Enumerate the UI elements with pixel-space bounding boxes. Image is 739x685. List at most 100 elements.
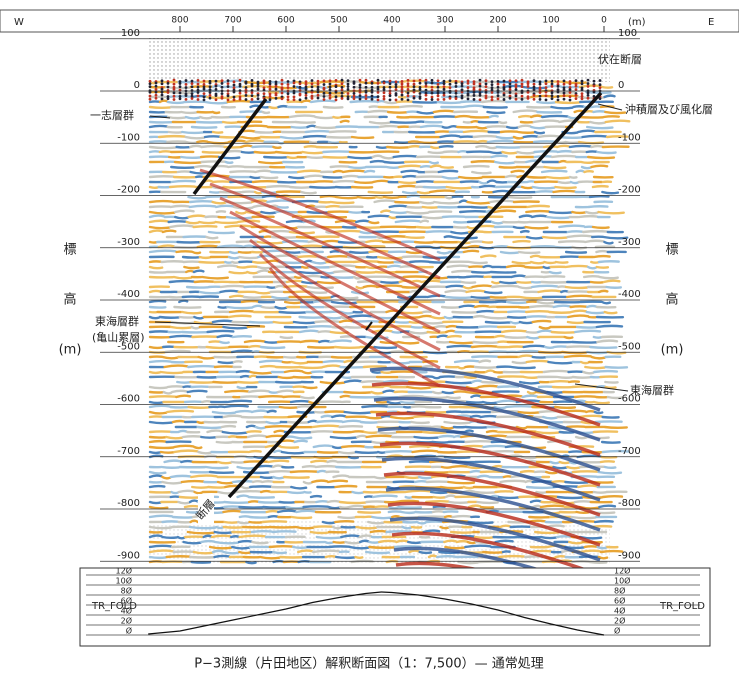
texture-stroke: [334, 520, 355, 524]
texture-stroke: [518, 380, 541, 385]
texture-stroke: [533, 530, 560, 535]
y-tick-label: -400: [618, 289, 641, 300]
texture-stroke: [319, 194, 337, 199]
texture-dot: [220, 85, 224, 89]
texture-stroke: [175, 250, 193, 254]
texture-stroke: [428, 160, 440, 165]
texture-dot: [448, 79, 452, 83]
texture-stroke: [605, 135, 629, 139]
texture-stroke: [458, 199, 468, 204]
texture-stroke: [315, 535, 342, 540]
texture-dot: [328, 79, 332, 83]
texture-dot: [322, 91, 326, 95]
texture-stroke: [510, 365, 536, 370]
texture-dot: [148, 79, 152, 83]
texture-stroke: [148, 420, 174, 425]
texture-stroke: [308, 140, 319, 144]
texture-dot: [412, 96, 416, 100]
reflector: [379, 441, 601, 487]
texture-dot: [250, 84, 254, 88]
texture-stroke: [592, 490, 607, 494]
texture-stroke: [265, 184, 291, 189]
texture-stroke: [301, 265, 310, 269]
texture-dot: [214, 98, 218, 102]
texture-stroke: [510, 274, 527, 279]
x-tick-label: 100: [542, 16, 559, 26]
texture-stroke: [469, 240, 484, 244]
texture-stroke: [311, 549, 341, 554]
texture-stroke: [315, 500, 329, 504]
texture-stroke: [328, 130, 357, 134]
fold-tick-label: 2Ø: [614, 616, 625, 626]
texture-stroke: [501, 550, 511, 554]
texture-stroke: [260, 480, 274, 484]
texture-stroke: [191, 485, 209, 489]
texture-stroke: [217, 305, 228, 309]
texture-stroke: [451, 269, 473, 274]
texture-dot: [352, 82, 356, 85]
texture-stroke: [499, 479, 526, 484]
texture-stroke: [246, 430, 262, 434]
texture-stroke: [603, 310, 618, 315]
texture-stroke: [440, 305, 460, 309]
texture-stroke: [548, 310, 572, 314]
texture-stroke: [601, 495, 624, 499]
texture-stroke: [211, 180, 231, 184]
texture-stroke: [223, 500, 250, 504]
texture-stroke: [404, 489, 432, 494]
texture-stroke: [267, 455, 292, 460]
texture-stroke: [383, 300, 400, 304]
texture-stroke: [215, 440, 233, 444]
texture-stroke: [573, 395, 597, 399]
texture-dot: [328, 91, 332, 95]
texture-stroke: [169, 204, 190, 209]
texture-stroke: [419, 219, 430, 224]
texture-stroke: [251, 145, 274, 149]
texture-dot: [400, 97, 404, 101]
texture-stroke: [495, 135, 515, 140]
texture-stroke: [469, 414, 481, 419]
texture-stroke: [421, 205, 439, 209]
texture-stroke: [410, 325, 424, 329]
texture-stroke: [276, 340, 301, 344]
texture-stroke: [517, 354, 533, 359]
texture-stroke: [322, 359, 345, 364]
texture-stroke: [309, 290, 328, 294]
texture-dot: [262, 79, 266, 83]
texture-stroke: [461, 104, 484, 109]
texture-stroke: [197, 450, 212, 455]
texture-dot: [532, 85, 536, 89]
texture-stroke: [311, 424, 340, 429]
texture-dot: [256, 97, 260, 101]
texture-stroke: [261, 305, 276, 310]
texture-dot: [430, 85, 434, 89]
texture-stroke: [536, 329, 552, 334]
texture-stroke: [364, 415, 383, 420]
texture-stroke: [530, 214, 548, 219]
texture-dot: [208, 85, 212, 89]
texture-dot: [526, 90, 530, 94]
texture-stroke: [591, 105, 602, 109]
texture-dot: [226, 79, 230, 83]
texture-dot: [436, 98, 440, 101]
texture-stroke: [439, 134, 461, 139]
reflector: [199, 168, 441, 262]
texture-stroke: [347, 314, 373, 319]
texture-stroke: [585, 150, 598, 154]
texture-stroke: [373, 199, 396, 204]
texture-stroke: [148, 145, 177, 150]
texture-stroke: [452, 225, 468, 229]
texture-stroke: [564, 480, 589, 484]
texture-stroke: [302, 480, 313, 485]
texture-dot: [490, 86, 494, 89]
texture-dot: [352, 97, 356, 101]
texture-dot: [580, 79, 584, 83]
texture-stroke: [381, 414, 392, 419]
texture-stroke: [160, 465, 181, 469]
leader: [597, 103, 623, 111]
texture-stroke: [596, 545, 608, 550]
texture-stroke: [407, 540, 422, 545]
texture-stroke: [445, 284, 465, 289]
texture-stroke: [170, 165, 196, 170]
texture-stroke: [417, 140, 439, 145]
